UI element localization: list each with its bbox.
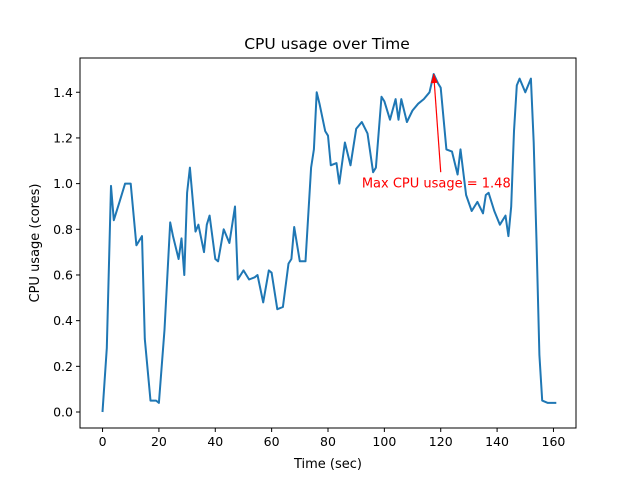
x-axis-label: Time (sec) [293,457,362,472]
cpu-usage-series-line [101,73,557,413]
y-tick-label: 0.8 [53,222,73,237]
max-annotation-arrow [433,73,442,173]
x-axis: 0 20 40 60 80 100 120 140 160 [99,428,566,449]
y-tick-label: 0.6 [53,267,73,282]
max-annotation-arrowhead [430,73,438,84]
y-tick-label: 0.4 [53,313,73,328]
x-tick-label: 120 [429,434,453,449]
max-annotation-label: Max CPU usage = 1.48 [362,177,511,192]
x-tick-label: 20 [151,434,167,449]
y-axis-label: CPU usage (cores) [28,184,43,303]
y-tick-label: 1.2 [53,130,73,145]
y-tick-label: 1.0 [53,176,73,191]
x-tick-label: 0 [99,434,107,449]
y-tick-label: 0.2 [53,359,73,374]
y-tick-label: 1.4 [53,85,73,100]
x-tick-label: 140 [485,434,509,449]
chart-title: CPU usage over Time [244,35,410,53]
x-tick-label: 80 [320,434,336,449]
x-tick-label: 40 [207,434,223,449]
x-tick-label: 160 [542,434,566,449]
y-axis: 0.0 0.2 0.4 0.6 0.8 1.0 1.2 1.4 [53,85,80,420]
x-tick-label: 60 [264,434,280,449]
y-tick-label: 0.0 [53,405,73,420]
plot-area [79,57,577,429]
x-tick-label: 100 [372,434,396,449]
